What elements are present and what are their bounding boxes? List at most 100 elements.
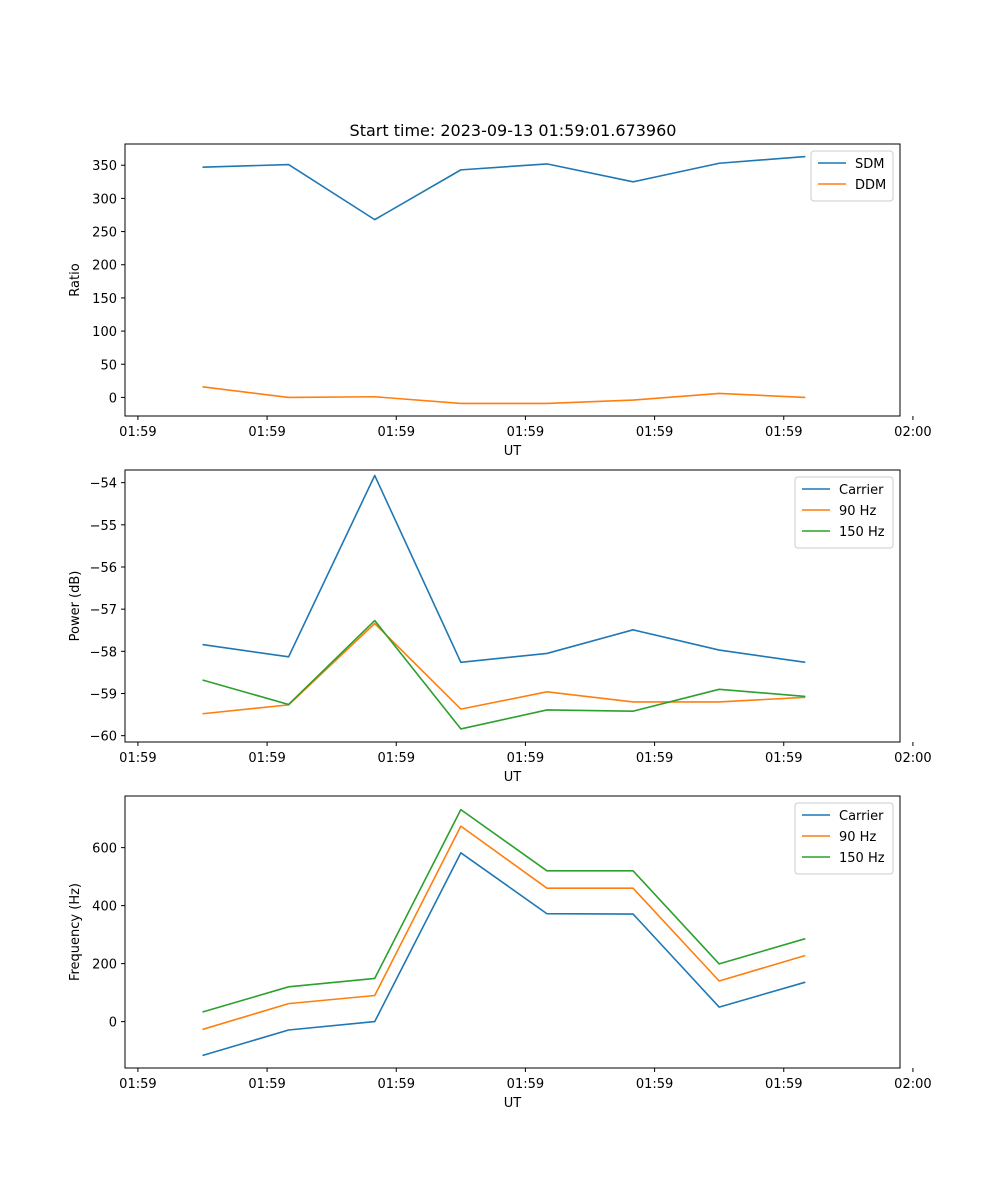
y-tick-label: −57 xyxy=(90,603,117,618)
data-point xyxy=(546,870,548,872)
x-tick-label: 01:59 xyxy=(119,425,156,440)
legend-label: 90 Hz xyxy=(839,830,876,845)
data-point xyxy=(632,710,634,712)
data-point xyxy=(632,701,634,703)
frequency-panel: 01:59 01:59 01:59 01:59 01:59 01:59 02:00 0 200 4… xyxy=(68,795,932,1111)
data-point xyxy=(632,870,634,872)
axes-frame xyxy=(124,795,901,1069)
data-point xyxy=(632,629,634,631)
x-tick-label: 01:59 xyxy=(507,425,544,440)
data-point xyxy=(460,728,462,730)
legend: Carrier 90 Hz 150 Hz xyxy=(794,476,894,549)
legend-label: 150 Hz xyxy=(839,851,885,866)
data-point xyxy=(460,852,462,854)
data-point xyxy=(546,887,548,889)
figure-title: Start time: 2023-09-13 01:59:01.673960 xyxy=(350,121,677,140)
data-point xyxy=(288,396,290,398)
data-point xyxy=(632,913,634,915)
ratio-panel: 01:59 01:59 01:59 01:59 01:59 01:59 02:00 0 50 10… xyxy=(68,143,932,459)
data-point xyxy=(202,166,204,168)
y-tick-label: −55 xyxy=(90,519,117,534)
legend: Carrier 90 Hz 150 Hz xyxy=(794,802,894,875)
x-tick-label: 01:59 xyxy=(248,751,285,766)
x-tick-label: 01:59 xyxy=(507,751,544,766)
x-axis-label: UT xyxy=(504,770,522,785)
y-axis-label: Ratio xyxy=(68,263,83,296)
x-tick-label: 01:59 xyxy=(636,1077,673,1092)
series-line-carrier xyxy=(202,852,806,1057)
y-tick-label: 0 xyxy=(109,391,117,406)
y-tick-label: 0 xyxy=(109,1016,117,1031)
x-tick-label: 01:59 xyxy=(248,1077,285,1092)
data-point xyxy=(460,402,462,404)
x-tick-label: 01:59 xyxy=(765,1077,802,1092)
data-point xyxy=(804,938,806,940)
data-point xyxy=(288,986,290,988)
x-tick-label: 01:59 xyxy=(378,1077,415,1092)
y-axis-label: Frequency (Hz) xyxy=(68,883,83,981)
legend: SDM DDM xyxy=(810,150,894,202)
series-line-sdm xyxy=(202,155,806,221)
data-point xyxy=(718,649,720,651)
x-tick-label: 01:59 xyxy=(507,1077,544,1092)
y-tick-label: 100 xyxy=(92,325,117,340)
data-point xyxy=(288,703,290,705)
data-point xyxy=(718,162,720,164)
y-tick-label: 200 xyxy=(92,958,117,973)
legend-label: 90 Hz xyxy=(839,504,876,519)
data-point xyxy=(374,219,376,221)
data-point xyxy=(718,1006,720,1008)
y-tick-label: 50 xyxy=(100,358,117,373)
x-tick-label: 01:59 xyxy=(378,425,415,440)
data-point xyxy=(202,679,204,681)
series-line-90-hz xyxy=(202,825,806,1031)
x-tick-label: 01:59 xyxy=(636,425,673,440)
x-axis-label: UT xyxy=(504,1096,522,1111)
data-point xyxy=(546,163,548,165)
data-point xyxy=(288,1029,290,1031)
data-point xyxy=(718,392,720,394)
data-point xyxy=(460,661,462,663)
data-point xyxy=(202,713,204,715)
data-point xyxy=(374,977,376,979)
data-point xyxy=(804,661,806,663)
data-point xyxy=(374,474,376,476)
series-line-carrier xyxy=(202,474,806,664)
y-tick-label: −54 xyxy=(90,477,117,492)
x-tick-label: 01:59 xyxy=(765,751,802,766)
data-point xyxy=(460,825,462,827)
data-point xyxy=(202,644,204,646)
y-tick-label: 350 xyxy=(92,159,117,174)
data-point xyxy=(718,688,720,690)
power-panel: 01:59 01:59 01:59 01:59 01:59 01:59 02:00 −60 −5… xyxy=(68,469,932,785)
data-point xyxy=(374,1021,376,1023)
data-point xyxy=(374,396,376,398)
data-point xyxy=(632,399,634,401)
data-point xyxy=(632,181,634,183)
data-point xyxy=(718,701,720,703)
data-point xyxy=(804,954,806,956)
y-tick-label: −60 xyxy=(90,730,117,745)
data-point xyxy=(546,691,548,693)
data-point xyxy=(804,156,806,158)
data-point xyxy=(288,1003,290,1005)
x-tick-label: 01:59 xyxy=(765,425,802,440)
data-point xyxy=(804,981,806,983)
y-tick-label: 200 xyxy=(92,259,117,274)
legend-label: Carrier xyxy=(839,809,884,824)
series-line-ddm xyxy=(202,386,806,405)
data-point xyxy=(202,1055,204,1057)
data-point xyxy=(288,656,290,658)
legend-label: DDM xyxy=(855,178,886,193)
data-point xyxy=(374,620,376,622)
data-point xyxy=(202,386,204,388)
y-tick-label: 300 xyxy=(92,192,117,207)
x-tick-label: 01:59 xyxy=(119,1077,156,1092)
data-point xyxy=(632,887,634,889)
data-point xyxy=(460,708,462,710)
data-point xyxy=(718,980,720,982)
data-point xyxy=(288,164,290,166)
data-point xyxy=(718,963,720,965)
y-tick-label: 400 xyxy=(92,900,117,915)
